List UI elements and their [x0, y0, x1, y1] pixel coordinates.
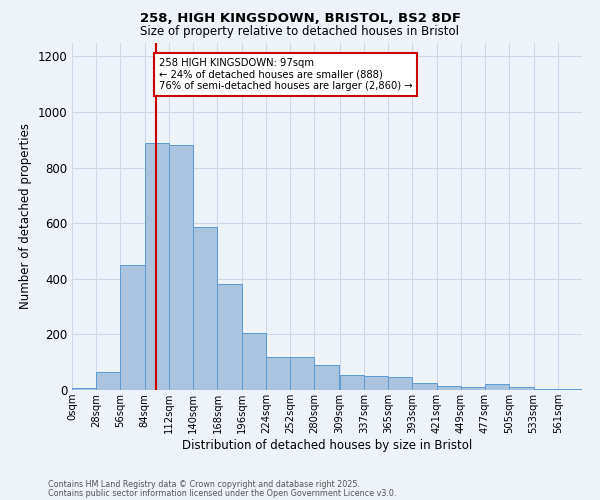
Bar: [145, 142, 169, 390]
Bar: [121, 265, 145, 390]
Text: 258, HIGH KINGSDOWN, BRISTOL, BS2 8DF: 258, HIGH KINGSDOWN, BRISTOL, BS2 8DF: [139, 12, 461, 26]
X-axis label: Distribution of detached houses by size in Bristol: Distribution of detached houses by size …: [182, 438, 472, 452]
Bar: [72, 388, 96, 390]
Bar: [340, 374, 364, 390]
Bar: [290, 356, 314, 390]
Bar: [314, 365, 338, 390]
Y-axis label: Number of detached properties: Number of detached properties: [19, 123, 32, 309]
Bar: [412, 383, 437, 390]
Bar: [388, 378, 412, 390]
Bar: [169, 146, 193, 390]
Bar: [364, 376, 388, 390]
Bar: [217, 284, 242, 390]
Bar: [533, 389, 558, 390]
Text: 258 HIGH KINGSDOWN: 97sqm
← 24% of detached houses are smaller (888)
76% of semi: 258 HIGH KINGSDOWN: 97sqm ← 24% of detac…: [158, 58, 412, 91]
Bar: [509, 386, 533, 390]
Bar: [242, 333, 266, 390]
Bar: [485, 384, 509, 390]
Text: Contains HM Land Registry data © Crown copyright and database right 2025.: Contains HM Land Registry data © Crown c…: [48, 480, 360, 489]
Bar: [266, 356, 290, 390]
Bar: [96, 372, 121, 390]
Text: Contains public sector information licensed under the Open Government Licence v3: Contains public sector information licen…: [48, 489, 397, 498]
Bar: [461, 386, 485, 390]
Text: Size of property relative to detached houses in Bristol: Size of property relative to detached ho…: [140, 25, 460, 38]
Bar: [437, 386, 461, 390]
Bar: [193, 228, 217, 390]
